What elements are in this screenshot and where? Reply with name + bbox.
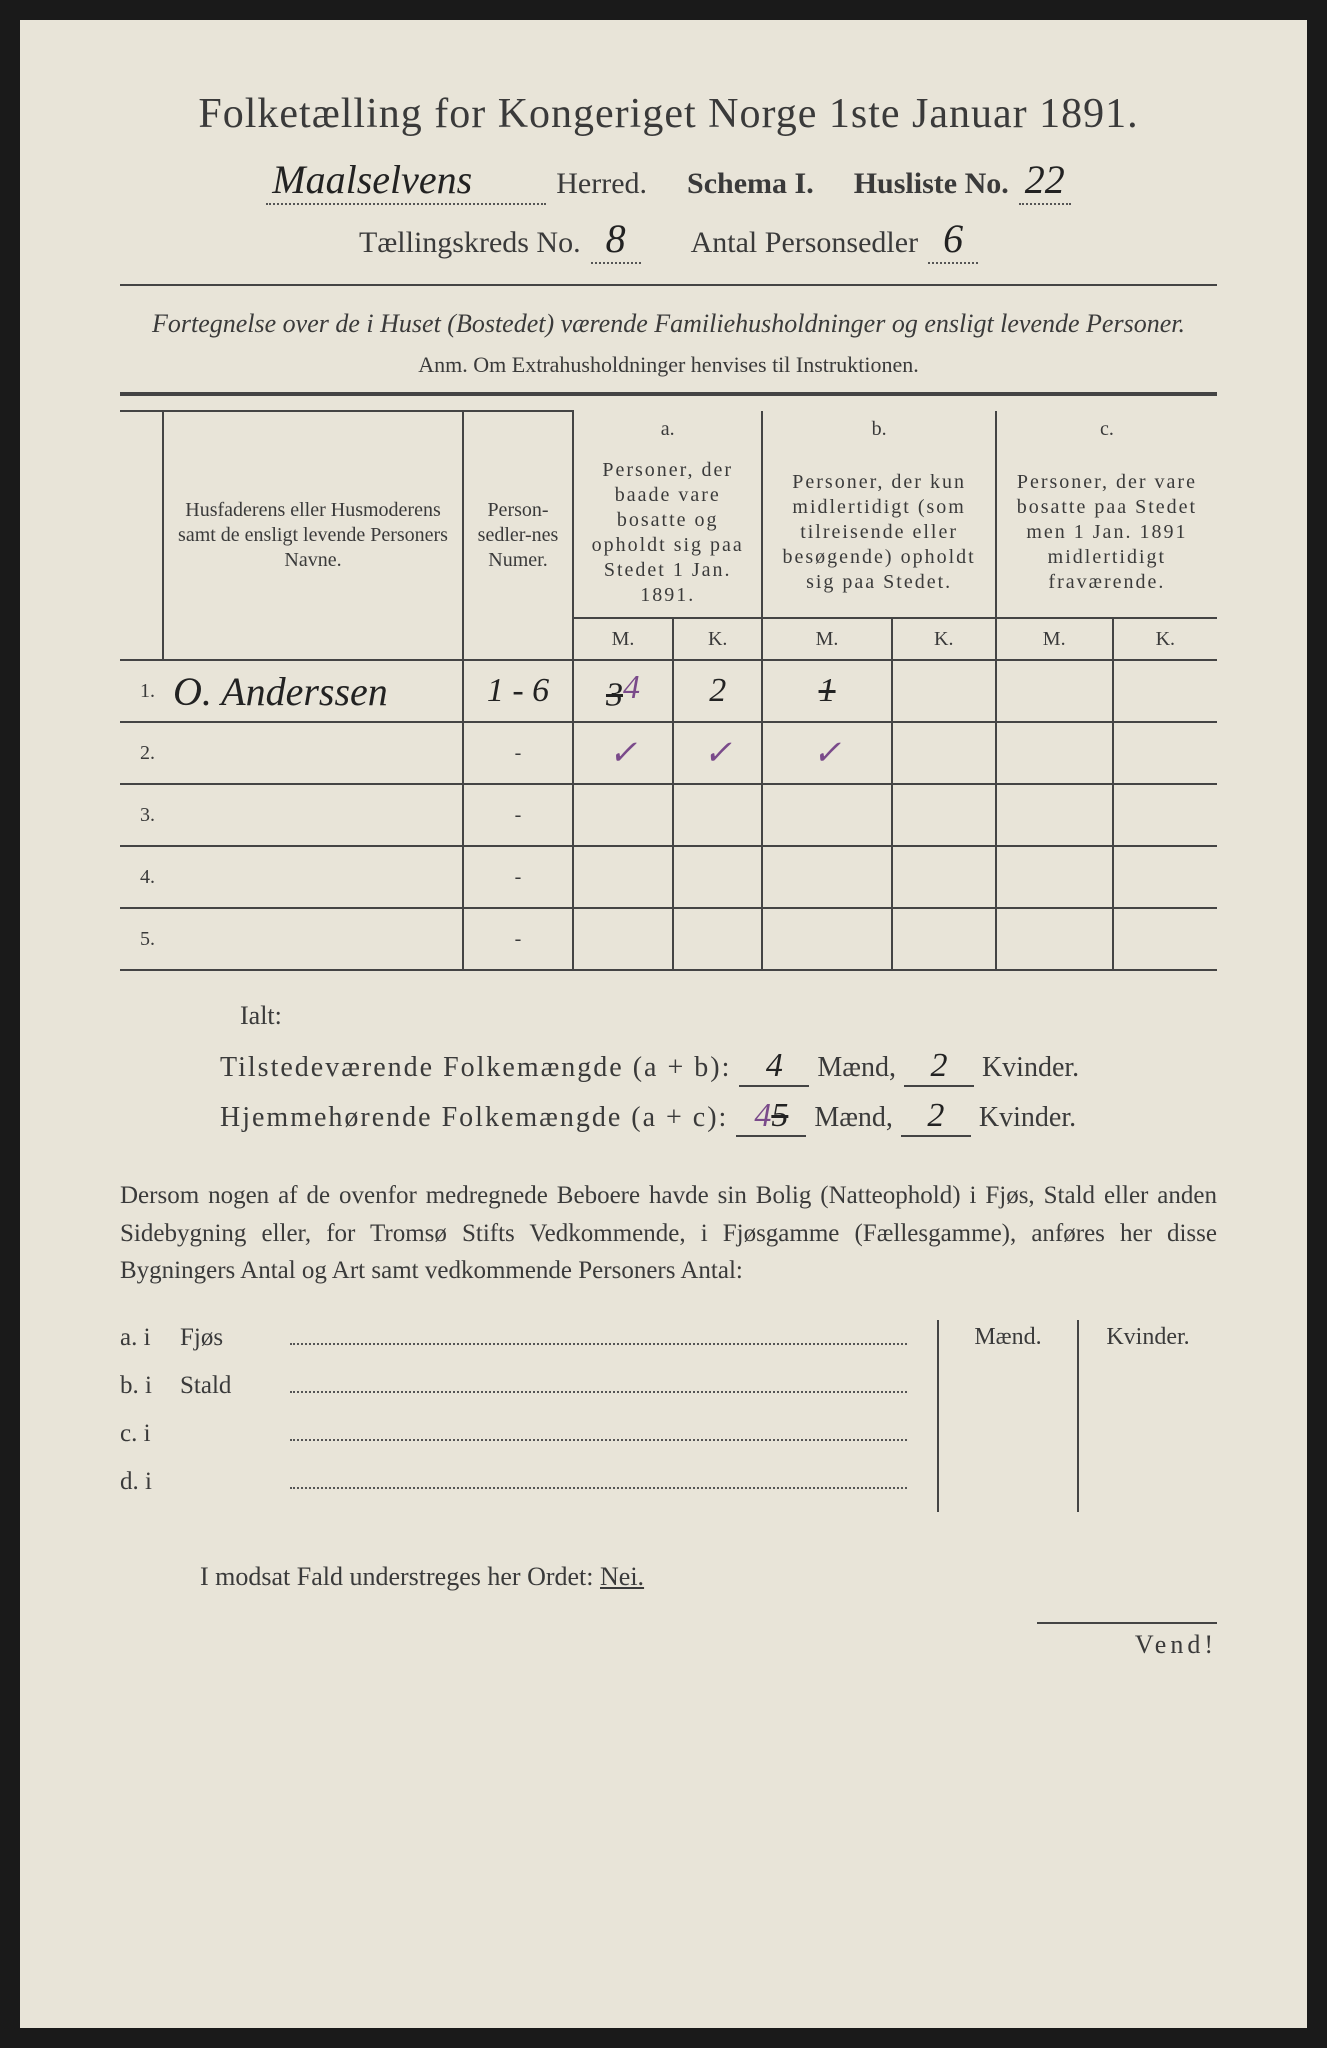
antal-label: Antal Personsedler (691, 226, 918, 260)
antal-value: 6 (928, 215, 978, 264)
col-a-m: M. (573, 618, 673, 660)
totals-row-present: Tilstedeværende Folkemængde (a + b): 4 M… (220, 1047, 1217, 1087)
anm-note: Anm. Om Extrahusholdninger henvises til … (120, 352, 1217, 378)
buildings-paragraph: Dersom nogen af de ovenfor medregnede Be… (120, 1177, 1217, 1290)
col-a-k: K. (673, 618, 762, 660)
resident-m: 45 (736, 1097, 806, 1137)
census-form-page: Folketælling for Kongeriget Norge 1ste J… (20, 20, 1307, 2028)
col-numer: Person-sedler-nes Numer. (463, 411, 573, 660)
herred-value: Maalselvens (266, 156, 546, 205)
col-a-text: Personer, der baade vare bosatte og opho… (573, 448, 762, 618)
present-k: 2 (904, 1047, 974, 1087)
ialt-label: Ialt: (240, 1001, 1217, 1031)
table-row: 4. - (120, 846, 1217, 908)
col-c-text: Personer, der vare bosatte paa Stedet me… (996, 448, 1217, 618)
husliste-label: Husliste No. (854, 167, 1009, 201)
kreds-label: Tællingskreds No. (359, 226, 581, 260)
row1-numer: 1 - 6 (487, 672, 549, 709)
subheading: Fortegnelse over de i Huset (Bostedet) v… (120, 306, 1217, 342)
building-row: a. iFjøs (120, 1320, 907, 1352)
col-b-m: M. (762, 618, 891, 660)
col-b-k: K. (892, 618, 996, 660)
building-row: c. i (120, 1416, 907, 1448)
vend-label: Vend! (1037, 1622, 1217, 1660)
header-line-2: Tællingskreds No. 8 Antal Personsedler 6 (120, 215, 1217, 264)
kreds-value: 8 (591, 215, 641, 264)
col-c-label: c. (996, 411, 1217, 448)
husliste-value: 22 (1019, 156, 1071, 205)
resident-k: 2 (901, 1097, 971, 1137)
row1-a-m: 34 (573, 660, 673, 722)
nei-line: I modsat Fald understreges her Ordet: Ne… (200, 1562, 1217, 1592)
row1-a-k: 2 (709, 672, 726, 709)
buildings-list: a. iFjøs b. iStald c. i d. i (120, 1320, 907, 1512)
row1-b-m: 1 (819, 672, 836, 709)
building-row: d. i (120, 1464, 907, 1496)
buildings-kvinder-col: Kvinder. (1077, 1320, 1217, 1512)
header-line-1: Maalselvens Herred. Schema I. Husliste N… (120, 156, 1217, 205)
table-row: 2. - ✓ ✓ ✓ (120, 722, 1217, 784)
table-row: 3. - (120, 784, 1217, 846)
building-row: b. iStald (120, 1368, 907, 1400)
divider-thick (120, 392, 1217, 396)
col-b-label: b. (762, 411, 995, 448)
col-b-text: Personer, der kun midlertidigt (som tilr… (762, 448, 995, 618)
present-m: 4 (739, 1047, 809, 1087)
col-name: Husfaderens eller Husmoderens samt de en… (163, 411, 463, 660)
row1-name: O. Anderssen (173, 669, 388, 714)
buildings-maend-col: Mænd. (939, 1320, 1077, 1512)
totals-block: Tilstedeværende Folkemængde (a + b): 4 M… (220, 1047, 1217, 1137)
table-row: 5. - (120, 908, 1217, 970)
totals-row-resident: Hjemmehørende Folkemængde (a + c): 45 Mæ… (220, 1097, 1217, 1137)
col-c-m: M. (996, 618, 1113, 660)
nei-word: Nei. (600, 1562, 644, 1591)
buildings-block: a. iFjøs b. iStald c. i d. i Mænd. Kvind… (120, 1320, 1217, 1512)
herred-label: Herred. (556, 167, 647, 201)
households-table: Husfaderens eller Husmoderens samt de en… (120, 410, 1217, 971)
table-row: 1. O. Anderssen 1 - 6 34 2 1 (120, 660, 1217, 722)
col-a-label: a. (573, 411, 762, 448)
col-c-k: K. (1113, 618, 1217, 660)
page-title: Folketælling for Kongeriget Norge 1ste J… (120, 90, 1217, 138)
divider (120, 284, 1217, 286)
schema-label: Schema I. (687, 167, 814, 201)
buildings-mk-cols: Mænd. Kvinder. (937, 1320, 1217, 1512)
